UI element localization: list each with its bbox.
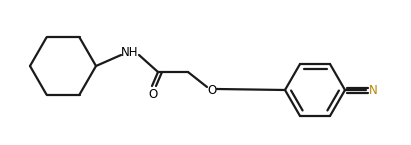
Text: N: N xyxy=(369,84,377,97)
Text: O: O xyxy=(148,88,158,102)
Text: NH: NH xyxy=(121,46,139,58)
Text: O: O xyxy=(208,84,217,97)
